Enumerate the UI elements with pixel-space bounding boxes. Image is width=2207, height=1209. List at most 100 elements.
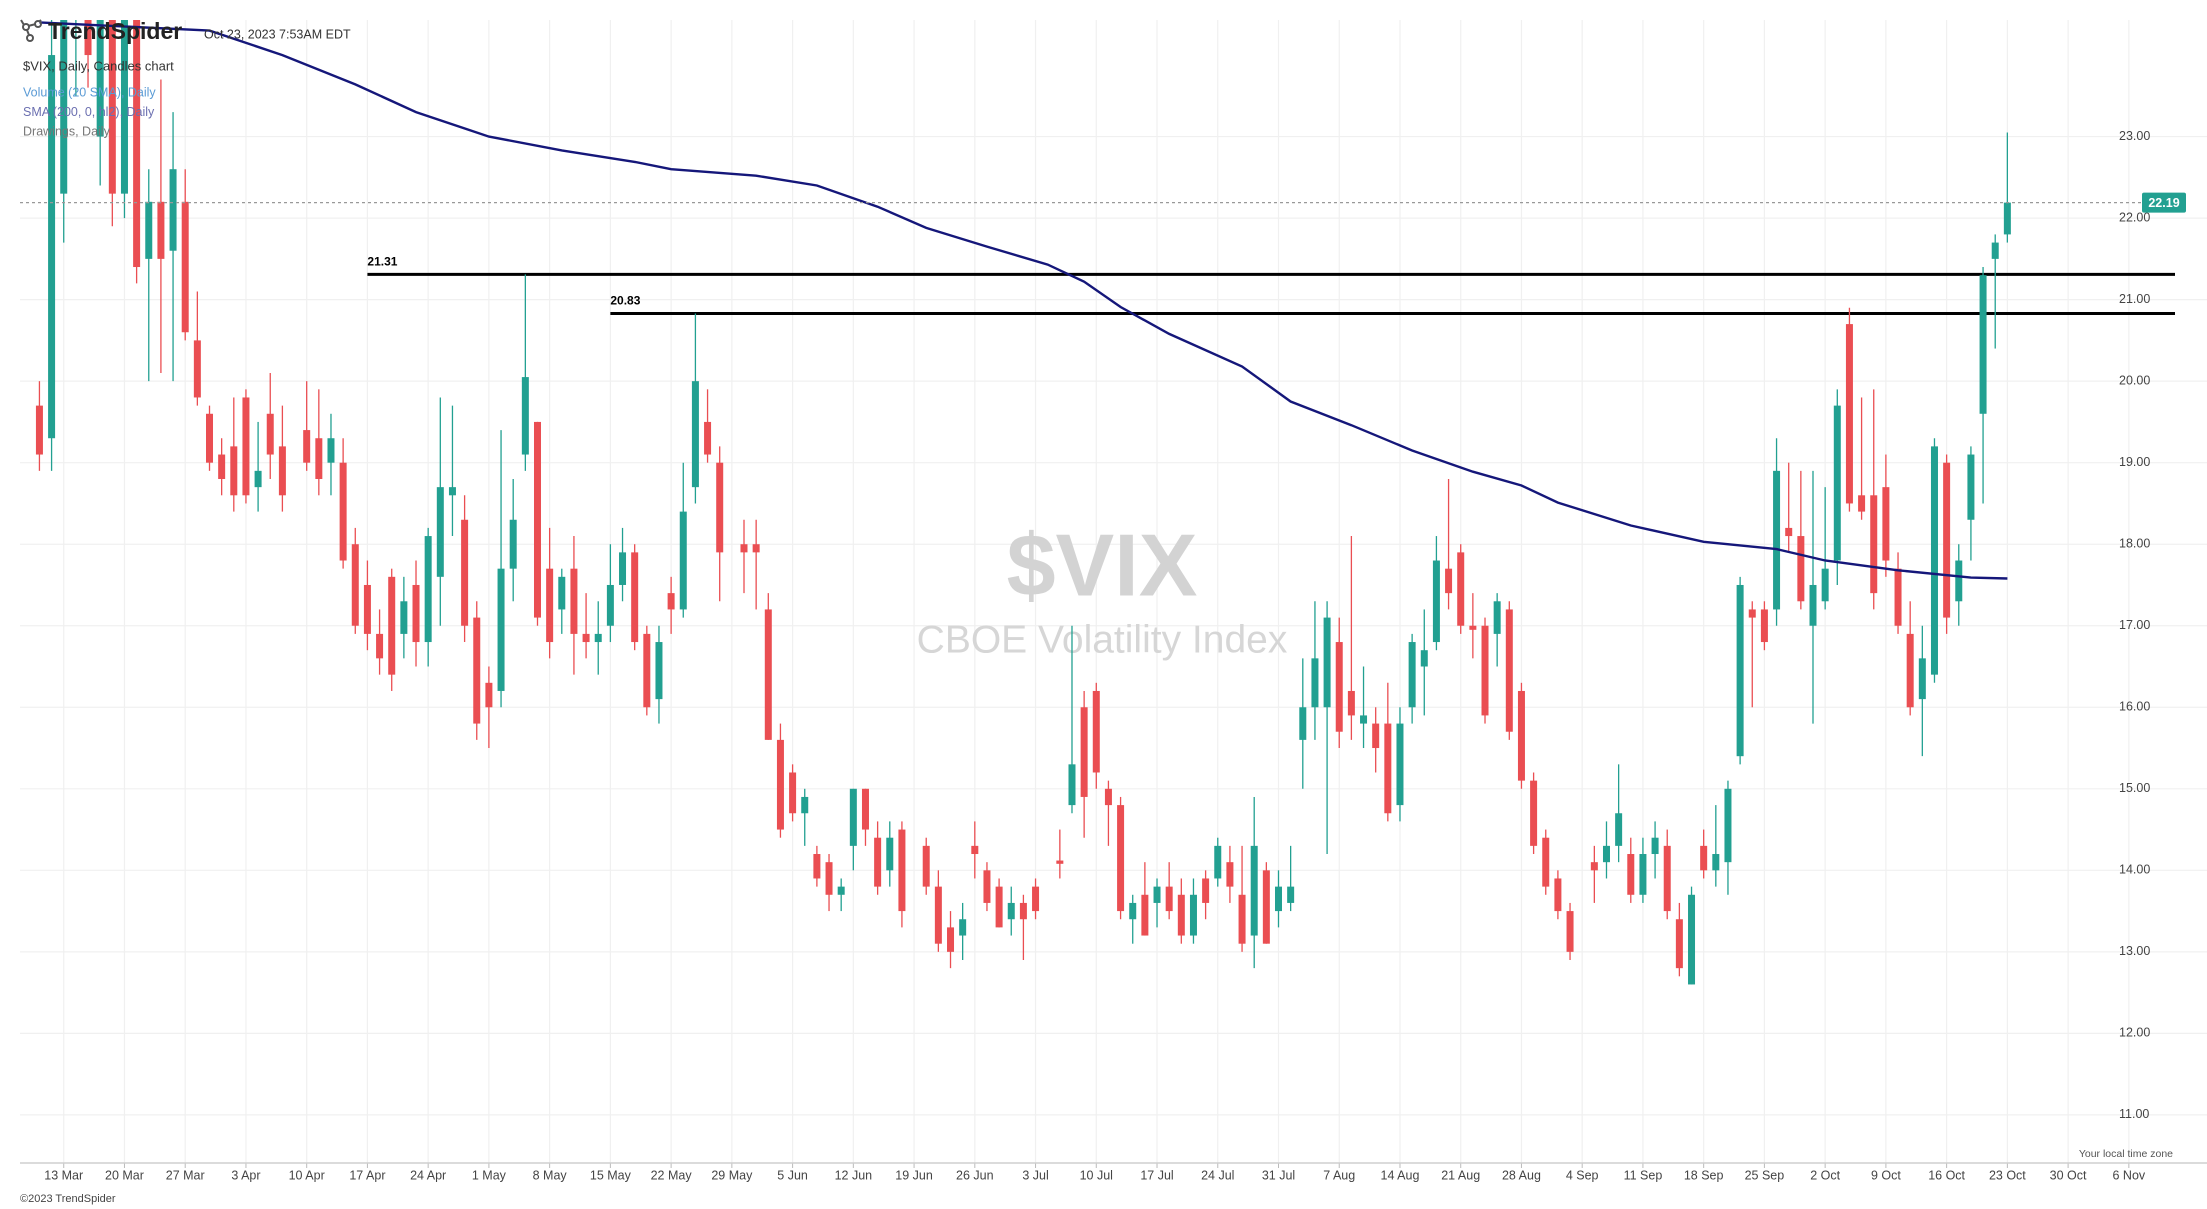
candle-body bbox=[242, 397, 250, 496]
candle-body bbox=[813, 854, 821, 879]
candle-body bbox=[643, 633, 651, 708]
candle-body bbox=[1542, 837, 1550, 887]
candle-body bbox=[108, 20, 116, 194]
chart-title: $VIX, Daily, Candles chart bbox=[23, 58, 174, 73]
candle-body bbox=[1360, 715, 1368, 724]
candle-body bbox=[448, 487, 456, 496]
candle-body bbox=[679, 511, 687, 610]
x-tick-label: 2 Oct bbox=[1810, 1168, 1840, 1182]
y-tick-label: 11.00 bbox=[2119, 1107, 2149, 1121]
candle-body bbox=[461, 519, 469, 626]
candle-body bbox=[1675, 919, 1683, 969]
level-label: 20.83 bbox=[610, 294, 640, 308]
candle-body bbox=[886, 837, 894, 871]
candle-body bbox=[546, 568, 554, 643]
candle-body bbox=[1189, 894, 1197, 936]
candle-body bbox=[1712, 854, 1720, 871]
candle-body bbox=[1760, 609, 1768, 643]
candle-body bbox=[1736, 584, 1744, 757]
x-tick-label: 18 Sep bbox=[1684, 1168, 1724, 1182]
x-tick-label: 1 May bbox=[472, 1168, 507, 1182]
x-tick-label: 17 Jul bbox=[1140, 1168, 1173, 1182]
x-tick-label: 10 Jul bbox=[1080, 1168, 1113, 1182]
watermark-name: CBOE Volatility Index bbox=[917, 618, 1288, 661]
candle-body bbox=[1457, 552, 1465, 626]
x-tick-label: 23 Oct bbox=[1989, 1168, 2026, 1182]
candle-body bbox=[48, 55, 56, 439]
x-tick-label: 7 Aug bbox=[1323, 1168, 1355, 1182]
candle-body bbox=[351, 544, 359, 626]
candle-body bbox=[1347, 690, 1355, 716]
candle-body bbox=[1226, 862, 1234, 887]
x-tick-label: 20 Mar bbox=[105, 1168, 144, 1182]
candle-body bbox=[1991, 242, 1999, 259]
candle-body bbox=[206, 413, 214, 463]
candle-body bbox=[825, 862, 833, 895]
candle-body bbox=[691, 381, 699, 488]
candle-body bbox=[1566, 911, 1574, 952]
candle-body bbox=[96, 20, 104, 137]
candle-body bbox=[1627, 854, 1635, 895]
candle-body bbox=[120, 20, 128, 194]
y-tick-label: 17.00 bbox=[2119, 618, 2150, 632]
indicator-label: Drawings, Daily bbox=[23, 124, 111, 138]
candle-body bbox=[315, 438, 323, 479]
candle-body bbox=[72, 0, 79, 6]
candle-body bbox=[230, 446, 238, 496]
candle-body bbox=[1955, 560, 1963, 602]
copyright: ©2023 TrendSpider bbox=[20, 1193, 116, 1205]
candle-body bbox=[521, 377, 529, 455]
candle-body bbox=[1153, 886, 1161, 903]
x-tick-label: 30 Oct bbox=[2050, 1168, 2087, 1182]
x-tick-label: 19 Jun bbox=[895, 1168, 933, 1182]
x-tick-label: 8 May bbox=[533, 1168, 568, 1182]
x-tick-label: 15 May bbox=[590, 1168, 632, 1182]
candle-body bbox=[558, 576, 566, 610]
candle-body bbox=[995, 886, 1003, 928]
candle-body bbox=[509, 519, 517, 569]
candle-body bbox=[485, 682, 493, 708]
x-tick-label: 5 Jun bbox=[777, 1168, 808, 1182]
candle-body bbox=[1688, 894, 1696, 985]
candle-body bbox=[1785, 527, 1793, 537]
x-tick-label: 9 Oct bbox=[1871, 1168, 1901, 1182]
indicator-label: Volume (20 SMA), Daily bbox=[23, 85, 156, 99]
x-tick-label: 21 Aug bbox=[1441, 1168, 1480, 1182]
candle-body bbox=[133, 20, 141, 268]
candle-body bbox=[1858, 495, 1866, 512]
candle-body bbox=[1700, 845, 1708, 871]
candle-body bbox=[1068, 764, 1076, 806]
candle-body bbox=[339, 462, 347, 561]
x-tick-label: 13 Mar bbox=[44, 1168, 83, 1182]
candle-body bbox=[1906, 633, 1914, 708]
candle-body bbox=[533, 421, 541, 618]
axes: 11.00 12.00 13.00 14.00 15.00 16.00 17.00 18.00… bbox=[44, 129, 2186, 1182]
candle-body bbox=[1432, 560, 1440, 643]
candle-body bbox=[1287, 886, 1295, 903]
last-price-tag bbox=[2142, 192, 2186, 213]
y-tick-label: 16.00 bbox=[2119, 700, 2150, 714]
candle-body bbox=[1104, 788, 1112, 806]
x-tick-label: 29 May bbox=[711, 1168, 753, 1182]
y-tick-label: 22.00 bbox=[2119, 210, 2150, 224]
x-tick-label: 16 Oct bbox=[1928, 1168, 1965, 1182]
candle-body bbox=[181, 201, 189, 333]
candle-body bbox=[1651, 837, 1659, 855]
candle-body bbox=[363, 584, 371, 634]
candle-body bbox=[1517, 690, 1525, 781]
candle-body bbox=[1554, 878, 1562, 912]
candle-body bbox=[193, 340, 201, 398]
candle-body bbox=[218, 454, 226, 479]
candle-body bbox=[497, 568, 505, 691]
candle-body bbox=[157, 201, 165, 259]
x-tick-label: 12 Jun bbox=[835, 1168, 873, 1182]
candle-body bbox=[1918, 658, 1926, 700]
candle-body bbox=[1505, 609, 1513, 732]
candle-body bbox=[1530, 780, 1538, 846]
candle-body bbox=[789, 772, 797, 814]
indicator-label: SMA (200, 0, hl2), Daily bbox=[23, 105, 155, 119]
x-tick-label: 11 Sep bbox=[1624, 1168, 1663, 1182]
y-tick-label: 20.00 bbox=[2119, 373, 2150, 387]
candle-body bbox=[1141, 894, 1149, 936]
